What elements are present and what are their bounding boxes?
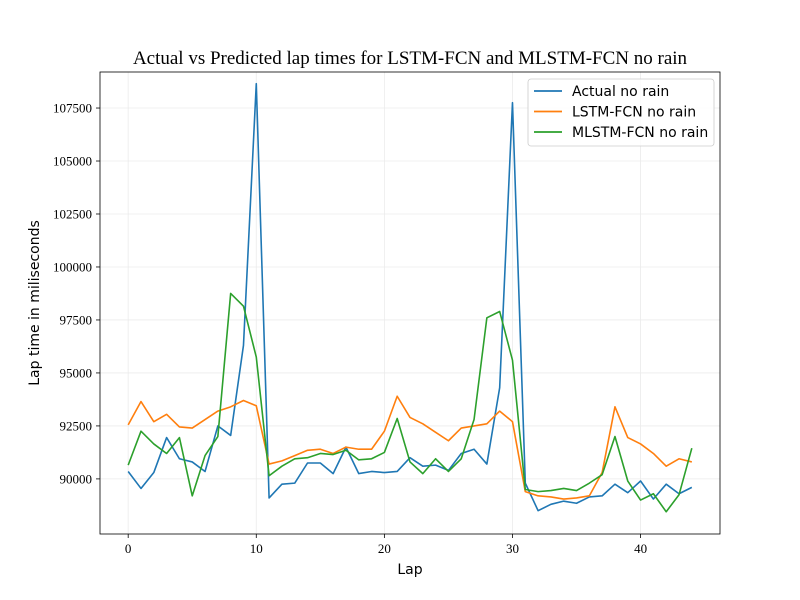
x-tick-label: 0 [125,541,132,556]
y-tick-label: 100000 [53,259,92,274]
series-line-0 [127,82,693,512]
chart-title: Actual vs Predicted lap times for LSTM-F… [133,48,688,69]
y-tick-label: 95000 [60,365,93,380]
series-line-2 [127,292,693,513]
legend: Actual no rain LSTM-FCN no rain MLSTM-FCN … [527,78,715,147]
x-tick-label: 40 [634,541,647,556]
axis-ticks: 0 10 20 30 40 90000 92500 95000 97500 100000 10250… [53,101,647,556]
x-tick-label: 20 [378,541,391,556]
x-tick-label: 30 [506,541,519,556]
y-tick-label: 90000 [60,471,93,486]
series-line-1 [127,395,693,500]
y-tick-label: 102500 [53,206,92,221]
plot-frame [99,71,721,535]
y-tick-label: 105000 [53,154,92,169]
y-axis-label: Lap time in miliseconds [27,220,43,386]
legend-box [527,78,715,147]
legend-label-0: Actual no rain [572,84,669,100]
legend-label-2: MLSTM-FCN no rain [572,125,708,141]
legend-label-1: LSTM-FCN no rain [572,105,696,121]
y-tick-label: 97500 [60,312,93,327]
series-lines [127,82,693,513]
x-tick-label: 10 [250,541,263,556]
x-axis-label: Lap [397,562,422,578]
y-tick-label: 92500 [60,418,93,433]
y-tick-label: 107500 [53,101,92,116]
